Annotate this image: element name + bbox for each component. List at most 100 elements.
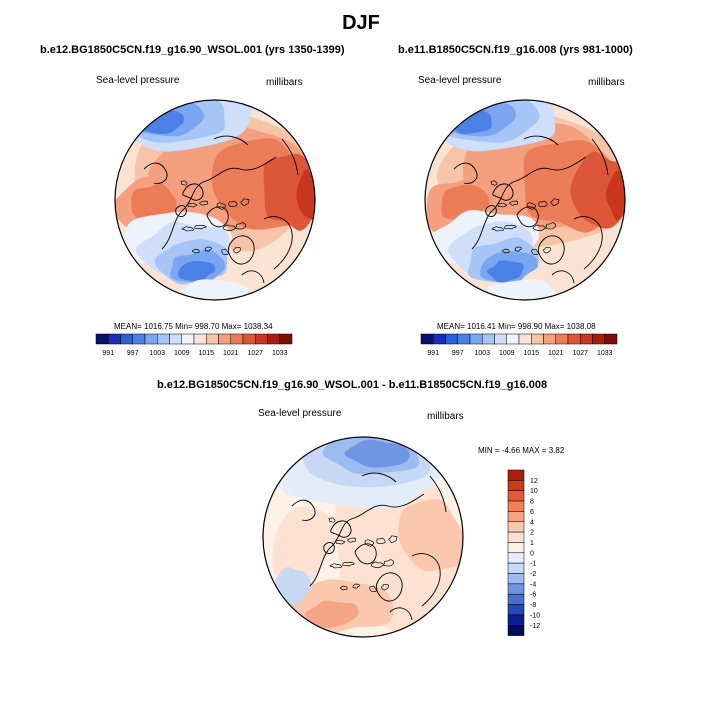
- panel2-colorbar-box: [518, 333, 532, 345]
- panel2-colorbar-box: [469, 333, 483, 345]
- panel1-colorbar-box: [169, 333, 182, 345]
- panel2-case-title: b.e11.B1850C5CN.f19_g16.008 (yrs 981-100…: [398, 44, 633, 56]
- panel1-island: [228, 200, 238, 207]
- panel3-island: [370, 561, 384, 569]
- panel1-island: [187, 202, 198, 208]
- panel1-colorbar-tick-label: 1027: [247, 350, 263, 357]
- panel3-colorbar-box: [507, 469, 525, 481]
- panel3-polar-map: [262, 436, 464, 638]
- panel1-coastline: [206, 206, 229, 228]
- panel1-colorbar-box: [157, 333, 170, 345]
- panel3-stats: MIN = -4.66 MAX = 3.82: [478, 446, 565, 455]
- panel2-contour-fill: [487, 279, 561, 300]
- panel3-colorbar-tick-label: 8: [530, 499, 534, 506]
- panel3-coastline: [323, 542, 335, 554]
- panel3-coastline: [411, 553, 441, 607]
- panel1-colorbar-box: [242, 333, 256, 345]
- panel1-colorbar-tick-label: 991: [102, 350, 114, 357]
- panel3-island: [369, 585, 377, 593]
- panel3-island: [381, 583, 389, 591]
- panel2-colorbar-box: [555, 333, 569, 345]
- panel3-colorbar-box: [507, 531, 525, 543]
- panel3-island: [388, 535, 398, 543]
- panel1-island: [191, 248, 200, 254]
- panel1-colorbar-box: [218, 333, 231, 345]
- panel1-island: [221, 248, 229, 256]
- panel2-island: [504, 224, 517, 230]
- panel3-island: [347, 537, 356, 543]
- panel2-colorbar-box: [592, 333, 605, 345]
- panel1-case-title: b.e12.BG1850C5CN.f19_g16.90_WSOL.001 (yr…: [40, 44, 345, 56]
- panel3-coastline: [389, 607, 413, 621]
- panel3-island: [376, 537, 386, 544]
- panel2-island: [532, 224, 546, 232]
- panel3-island: [364, 539, 375, 547]
- panel3-colorbar-tick-label: -6: [530, 592, 536, 599]
- panel1-island: [240, 198, 250, 206]
- panel1-coastline: [263, 216, 293, 270]
- panel1-island: [180, 180, 188, 186]
- panel1-coastline: [161, 156, 277, 250]
- panel1-colorbar-box: [267, 333, 280, 345]
- panel2-colorbar-tick-label: 1015: [523, 350, 539, 357]
- panel2-colorbar-box: [580, 333, 593, 345]
- panel1-units-label: millibars: [266, 77, 303, 88]
- panel1-island: [181, 226, 194, 232]
- panel1-colorbar-box: [255, 333, 268, 345]
- panel3-colorbar-tick-label: 12: [530, 478, 538, 485]
- panel1-colorbar-tick-label: 1003: [149, 350, 165, 357]
- panel3-colorbar-box: [507, 573, 525, 585]
- panel2-island: [526, 202, 537, 210]
- panel2-colorbar-box: [433, 333, 446, 345]
- panel2-variable-label: Sea-level pressure: [418, 75, 502, 86]
- panel2-island: [538, 200, 548, 207]
- panel3-colorbar-box: [507, 562, 525, 574]
- panel2-colorbar-box: [494, 333, 507, 345]
- panel1-colorbar-box: [132, 333, 146, 345]
- panel3-colorbar-tick-label: -8: [530, 602, 536, 609]
- panel1-colorbar-tick-label: 997: [127, 350, 139, 357]
- panel1-island: [233, 246, 241, 254]
- panel1-contour-fill: [178, 261, 216, 282]
- panel1-colorbar-box: [279, 333, 293, 345]
- panel3-colorbar-box: [507, 604, 525, 616]
- panel3-colorbar-box: [507, 593, 525, 605]
- panel1-polar-map: [114, 99, 316, 301]
- panel2-island: [514, 246, 522, 252]
- panel2-coastline: [573, 216, 603, 270]
- panel3-colorbar-tick-label: 10: [530, 488, 538, 495]
- panel1-island: [222, 224, 236, 232]
- panel3-colorbar-box: [507, 542, 525, 554]
- panel2-colorbar-tick-label: 1003: [474, 350, 490, 357]
- panel2-island: [501, 248, 510, 254]
- panel1-coastline: [175, 205, 187, 217]
- panel3-island: [383, 559, 395, 567]
- panel3-colorbar-box: [507, 625, 525, 636]
- panel2-colorbar: 991 997 1003 1009 1015 1021 1027 1033: [420, 333, 618, 357]
- panel1-colorbar: 991 997 1003 1009 1015 1021 1027 1033: [95, 333, 293, 357]
- panel1-coastline: [241, 270, 265, 284]
- panel3-colorbar-tick-label: -4: [530, 581, 536, 588]
- panel1-contour-fill: [174, 279, 251, 300]
- panel1-colorbar-box: [144, 333, 158, 345]
- panel1-coastline: [213, 135, 249, 146]
- panel2-colorbar-box: [420, 333, 434, 345]
- panel1-colorbar-tick-label: 1033: [272, 350, 288, 357]
- panel3-island: [335, 539, 346, 545]
- panel1-coastline: [227, 235, 255, 265]
- panel1-colorbar-tick-label: 1009: [174, 350, 190, 357]
- panel1-island: [216, 202, 227, 210]
- panel1-variable-label: Sea-level pressure: [96, 75, 180, 86]
- panel3-contour-fill: [344, 439, 410, 468]
- panel3-island: [342, 561, 355, 567]
- panel3-colorbar-box: [507, 583, 525, 595]
- panel1-island: [199, 200, 208, 206]
- panel3-colorbar-tick-label: 2: [530, 530, 534, 537]
- panel3-colorbar-tick-label: 6: [530, 509, 534, 516]
- panel2-coastline: [453, 162, 478, 184]
- panel3-colorbar-tick-label: -2: [530, 571, 536, 578]
- panel1-map-border: [114, 99, 316, 301]
- panel3-colorbar-box: [507, 521, 525, 533]
- panel3-island: [329, 563, 342, 569]
- panel2-colorbar-tick-label: 1033: [597, 350, 613, 357]
